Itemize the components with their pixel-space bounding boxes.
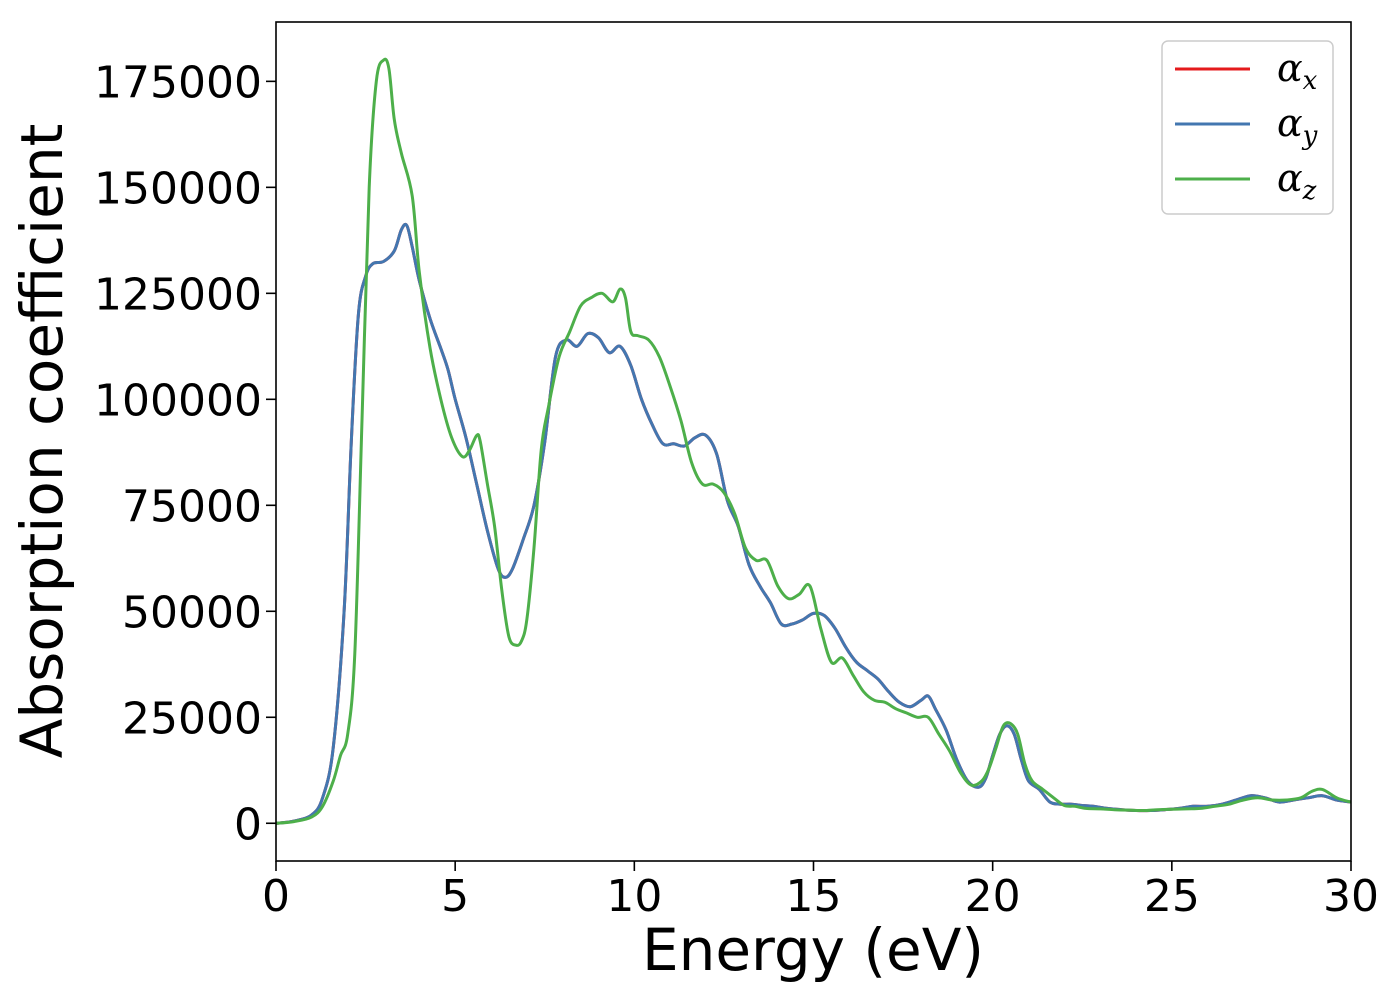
series-lines [275,57,1352,825]
y-axis-title: Absorption coefficient [8,124,76,759]
y-tick-label: 150000 [94,163,262,214]
series-line-z [275,57,1352,825]
y-tick-label: 50000 [122,587,262,638]
x-axis: 0 5 10 15 20 25 30 [262,861,1379,922]
x-tick-label: 5 [441,871,469,922]
x-tick-label: 30 [1323,871,1379,922]
x-tick-label: 0 [262,871,290,922]
legend-frame [1161,40,1334,215]
y-tick-label: 125000 [94,269,262,320]
legend-label-z: αz [1277,156,1317,206]
y-axis: 0 25000 50000 75000 100000 125000 150000 175000 [94,57,276,850]
x-tick-label: 20 [965,871,1021,922]
y-tick-label: 0 [234,799,262,850]
y-tick-label: 25000 [122,693,262,744]
legend-label-x: αx [1277,46,1318,96]
y-tick-label: 100000 [94,375,262,426]
x-tick-label: 25 [1144,871,1200,922]
y-tick-label: 75000 [122,481,262,532]
series-line-x [275,222,1352,825]
x-axis-title: Energy (eV) [642,916,984,984]
legend-label-y: αy [1277,101,1318,151]
series-line-y [275,222,1352,825]
x-tick-label: 15 [786,871,842,922]
y-tick-label: 175000 [94,57,262,108]
x-tick-label: 10 [606,871,662,922]
